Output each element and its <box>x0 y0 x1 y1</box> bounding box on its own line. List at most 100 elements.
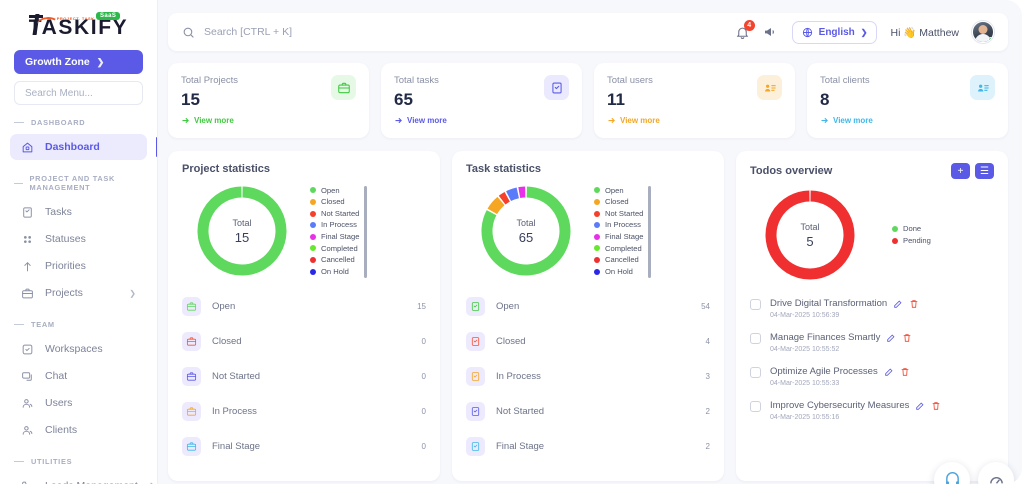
sidebar-item-dashboard[interactable]: Dashboard <box>10 134 157 160</box>
sidebar-item-workspaces[interactable]: Workspaces <box>10 336 147 362</box>
legend-item[interactable]: On Hold <box>594 266 643 278</box>
global-search-input[interactable] <box>204 26 524 38</box>
edit-icon[interactable] <box>884 367 894 377</box>
legend-item[interactable]: Cancelled <box>310 254 359 266</box>
edit-icon[interactable] <box>886 333 896 343</box>
legend-label: Pending <box>903 236 931 245</box>
legend-item[interactable]: Open <box>594 185 643 197</box>
legend-item[interactable]: Done <box>892 223 931 235</box>
sidebar-item-tasks[interactable]: Tasks <box>10 199 147 225</box>
todo-checkbox[interactable] <box>750 401 761 412</box>
legend-item[interactable]: In Process <box>310 219 359 231</box>
trash-icon[interactable] <box>931 401 941 411</box>
todos-chart-legend: Done Pending <box>892 223 939 246</box>
trash-icon[interactable] <box>902 333 912 343</box>
statuses-icon <box>23 235 32 243</box>
todo-checkbox[interactable] <box>750 333 761 344</box>
edit-icon[interactable] <box>893 299 903 309</box>
global-search[interactable] <box>182 26 735 39</box>
view-more-link[interactable]: View more <box>607 116 660 125</box>
briefcase-icon <box>186 372 197 381</box>
sidebar-item-projects[interactable]: Projects ❯ <box>10 280 147 306</box>
online-status-dot <box>988 37 993 42</box>
legend-color-dot <box>310 210 316 217</box>
status-row[interactable]: Final Stage 0 <box>182 429 426 464</box>
legend-label: On Hold <box>321 266 349 276</box>
legend-item[interactable]: Not Started <box>594 208 643 220</box>
legend-item[interactable]: Final Stage <box>594 231 643 243</box>
donut-segment-pending[interactable] <box>765 190 855 280</box>
status-label: Open <box>496 301 520 312</box>
todo-content: Improve Cybersecurity Measures 04-Mar-202… <box>770 400 994 421</box>
sidebar-item-leads-management[interactable]: Leads Management ❯ <box>10 473 156 484</box>
workspace-switcher-button[interactable]: Growth Zone ❯ <box>14 50 143 74</box>
donut-center-total: 15 <box>234 229 250 245</box>
status-row[interactable]: Closed 4 <box>466 324 710 359</box>
add-todo-button[interactable]: + <box>951 163 970 179</box>
trash-icon[interactable] <box>909 299 919 309</box>
language-selector[interactable]: English ❯ <box>791 20 878 44</box>
support-chat-button[interactable] <box>934 462 970 484</box>
todo-checkbox[interactable] <box>750 367 761 378</box>
legend-item[interactable]: In Process <box>594 219 643 231</box>
donut-segment-not-started[interactable] <box>498 192 510 205</box>
menu-search[interactable] <box>14 81 143 105</box>
legend-scrollbar[interactable] <box>648 185 652 278</box>
brand-logo[interactable]: PROJECT. TASK. TASKIFY SaaS <box>0 0 157 46</box>
donut-segment-closed[interactable] <box>487 196 505 215</box>
legend-item[interactable]: Completed <box>310 243 359 255</box>
stat-title: Total clients <box>820 75 870 86</box>
status-row[interactable]: Closed 0 <box>182 324 426 359</box>
legend-item[interactable]: On Hold <box>310 266 359 278</box>
project-donut-chart[interactable]: Total 15 <box>192 181 292 281</box>
donut-segment-final-stage[interactable] <box>518 186 526 199</box>
legend-item[interactable]: Not Started <box>310 208 359 220</box>
settings-gauge-button[interactable] <box>978 462 1014 484</box>
notifications-button[interactable]: 4 <box>735 19 755 40</box>
trash-icon[interactable] <box>900 367 910 377</box>
legend-item[interactable]: Open <box>310 185 359 197</box>
sidebar-item-users[interactable]: Users <box>10 390 147 416</box>
status-row[interactable]: In Process 0 <box>182 394 426 429</box>
donut-segment-open[interactable] <box>481 186 571 276</box>
panel-title: Project statistics <box>182 163 271 175</box>
legend-item[interactable]: Final Stage <box>310 231 359 243</box>
status-row[interactable]: Not Started 2 <box>466 394 710 429</box>
legend-item[interactable]: Completed <box>594 243 643 255</box>
todos-donut-chart[interactable]: Total 5 <box>760 185 860 285</box>
clipboard-check-icon <box>471 372 480 381</box>
todo-title: Drive Digital Transformation <box>770 298 888 309</box>
view-more-label: View more <box>194 116 234 125</box>
status-row[interactable]: Open 54 <box>466 289 710 324</box>
view-more-link[interactable]: View more <box>820 116 873 125</box>
status-label: Final Stage <box>496 441 545 452</box>
status-row[interactable]: Final Stage 2 <box>466 429 710 464</box>
donut-segment-in-process[interactable] <box>506 187 520 202</box>
megaphone-icon[interactable] <box>763 24 779 40</box>
donut-center-label: Total <box>232 217 252 228</box>
user-list-icon <box>764 84 776 91</box>
legend-item[interactable]: Closed <box>594 196 643 208</box>
sidebar-item-chat[interactable]: Chat <box>10 363 147 389</box>
todo-checkbox[interactable] <box>750 299 761 310</box>
status-row[interactable]: In Process 3 <box>466 359 710 394</box>
legend-color-dot <box>892 237 898 244</box>
todo-list-view-button[interactable]: ☰ <box>975 163 994 179</box>
legend-item[interactable]: Cancelled <box>594 254 643 266</box>
view-more-link[interactable]: View more <box>181 116 238 125</box>
status-row[interactable]: Not Started 0 <box>182 359 426 394</box>
edit-icon[interactable] <box>915 401 925 411</box>
todo-item: Improve Cybersecurity Measures 04-Mar-202… <box>750 393 994 427</box>
status-row[interactable]: Open 15 <box>182 289 426 324</box>
sidebar-item-priorities[interactable]: Priorities <box>10 253 147 279</box>
sidebar-item-statuses[interactable]: Statuses <box>10 226 147 252</box>
legend-item[interactable]: Pending <box>892 235 931 247</box>
legend-scrollbar[interactable] <box>364 185 368 278</box>
menu-search-input[interactable] <box>25 87 132 99</box>
avatar[interactable] <box>972 21 994 43</box>
sidebar-item-clients[interactable]: Clients <box>10 417 147 443</box>
task-donut-chart[interactable]: Total 65 <box>476 181 576 281</box>
view-more-link[interactable]: View more <box>394 116 447 125</box>
legend-item[interactable]: Closed <box>310 196 359 208</box>
donut-segment-open[interactable] <box>197 186 287 276</box>
